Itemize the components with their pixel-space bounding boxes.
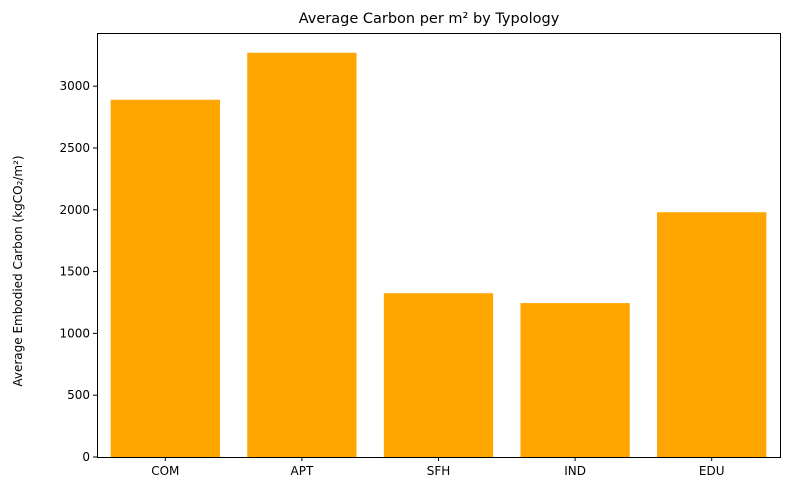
y-axis-ticks: 0 500 1000 1500 2000 2500 3000 <box>59 79 97 464</box>
x-tick-label: APT <box>291 464 314 478</box>
x-tick-label: IND <box>564 464 586 478</box>
x-axis-ticks: COM APT SFH IND EDU <box>151 457 725 478</box>
y-tick-label: 0 <box>82 450 90 464</box>
y-tick-label: 1000 <box>59 326 90 340</box>
y-tick-label: 2000 <box>59 203 90 217</box>
bar-ind <box>520 303 630 457</box>
y-tick-label: 500 <box>67 388 90 402</box>
bar-com <box>110 99 220 457</box>
plot-area-frame <box>97 33 781 458</box>
y-tick-label: 3000 <box>59 79 90 93</box>
x-tick-label: SFH <box>427 464 451 478</box>
y-tick-label: 1500 <box>59 265 90 279</box>
x-tick-label: COM <box>151 464 179 478</box>
bar-sfh <box>383 293 494 457</box>
bar-apt <box>247 52 357 457</box>
bars-group <box>110 52 767 457</box>
y-tick-label: 2500 <box>59 141 90 155</box>
y-axis-label: Average Embodied Carbon (kgCO₂/m²) <box>11 155 25 386</box>
chart-title: Average Carbon per m² by Typology <box>299 11 560 27</box>
x-tick-label: EDU <box>699 464 725 478</box>
bar-edu <box>657 212 767 457</box>
